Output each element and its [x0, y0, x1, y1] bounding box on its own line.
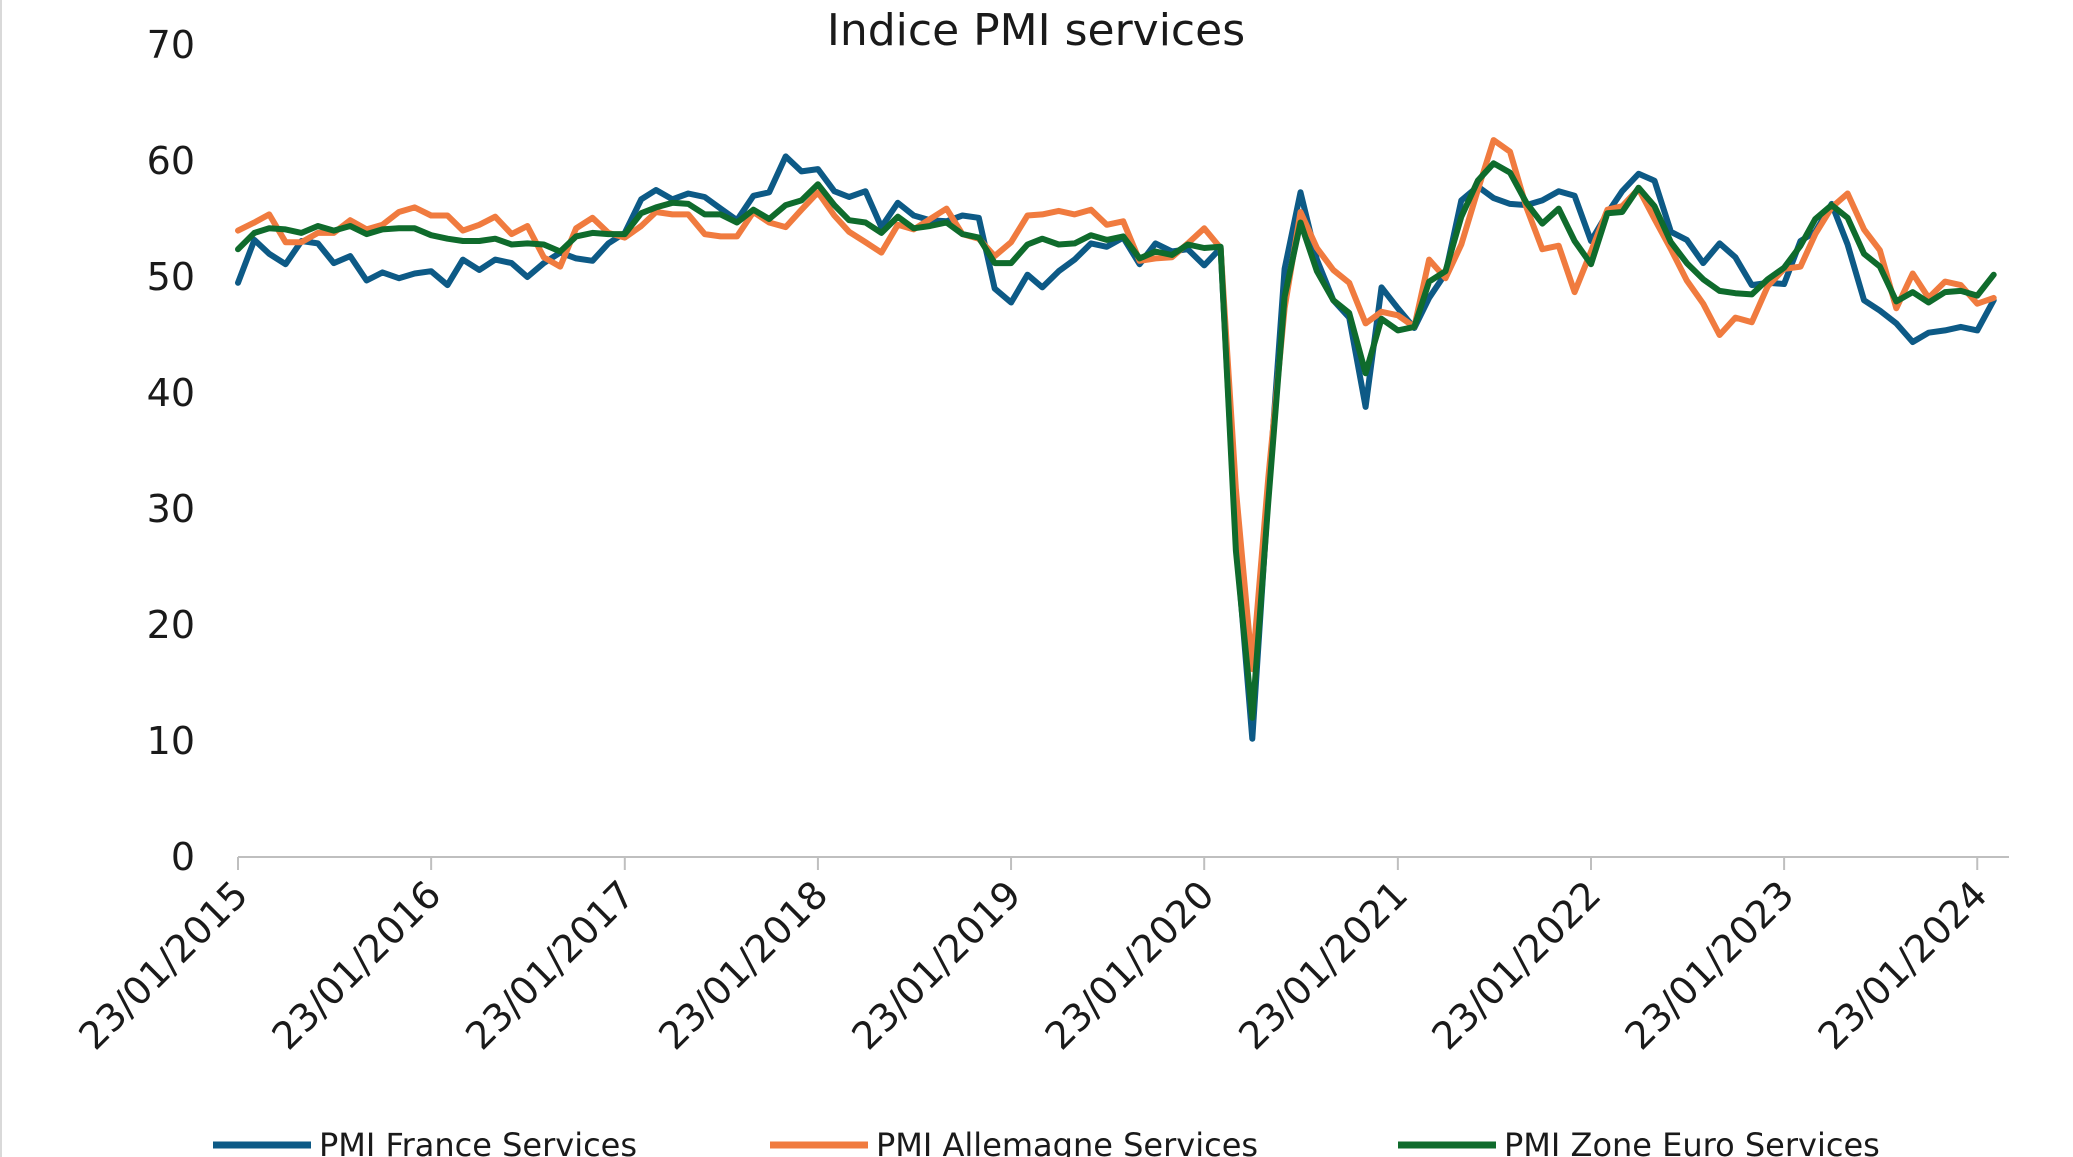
series-lines: [235, 137, 1997, 742]
legend-label-3: PMI Zone Euro Services: [1504, 1126, 1880, 1157]
legend-label-2: PMI Allemagne Services: [876, 1126, 1258, 1157]
x-tick-label: 23/01/2016: [264, 872, 450, 1058]
x-tick-label: 23/01/2019: [843, 872, 1029, 1058]
y-tick-label: 30: [147, 487, 195, 531]
y-tick-label: 20: [147, 603, 195, 647]
y-tick-label: 0: [171, 835, 195, 879]
x-tick-label: 23/01/2015: [70, 872, 256, 1058]
x-tick-label: 23/01/2017: [457, 872, 643, 1058]
chart-title: Indice PMI services: [827, 5, 1245, 56]
series-line-1: [235, 153, 1997, 742]
x-tick-label: 23/01/2018: [650, 872, 836, 1058]
series-line-3: [235, 160, 1997, 721]
x-tick-label: 23/01/2022: [1423, 872, 1609, 1058]
x-axis: 23/01/2015 23/01/2016 23/01/2017 23/01/2018…: [70, 856, 2009, 1058]
x-tick-label: 23/01/2021: [1230, 872, 1416, 1058]
x-tick-label: 23/01/2020: [1037, 872, 1223, 1058]
y-tick-label: 50: [147, 255, 195, 299]
y-tick-label: 40: [147, 371, 195, 415]
legend-label-1: PMI France Services: [319, 1126, 637, 1157]
series-line-2: [235, 137, 1997, 673]
y-tick-label: 70: [147, 23, 195, 67]
y-tick-label: 10: [147, 719, 195, 763]
x-tick-label: 23/01/2024: [1810, 872, 1996, 1058]
x-tick-label: 23/01/2023: [1616, 872, 1802, 1058]
y-axis: 0 10 20 30 40 50 60 70: [147, 23, 195, 879]
legend: PMI France Services PMI Allemagne Service…: [213, 1126, 1880, 1157]
y-tick-label: 60: [147, 139, 195, 183]
